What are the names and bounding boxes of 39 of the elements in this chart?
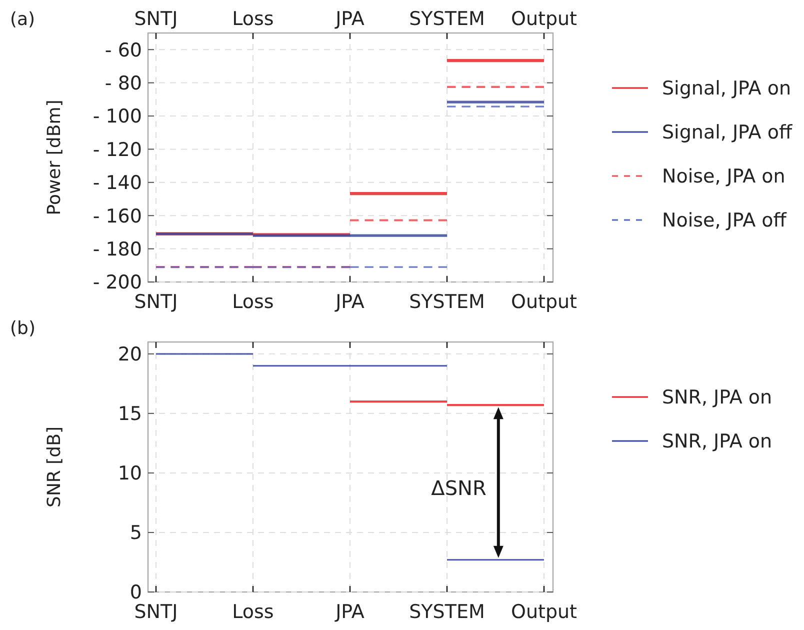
category-label: JPA bbox=[336, 291, 364, 313]
category-label: SNTJ bbox=[134, 291, 178, 313]
category-label: Loss bbox=[232, 291, 274, 313]
y-axis-title: Power [dBm] bbox=[44, 100, 65, 216]
y-tick-label: 10 bbox=[118, 462, 142, 485]
y-tick-label: - 160 bbox=[92, 205, 142, 228]
x-tick-label: Loss bbox=[232, 601, 274, 623]
legend-label: SNR, JPA on bbox=[662, 430, 772, 453]
y-tick-label: 15 bbox=[118, 403, 142, 426]
x-tick-label: SYSTEM bbox=[409, 8, 485, 30]
y-tick-label: - 180 bbox=[92, 238, 142, 260]
y-tick-label: 5 bbox=[130, 522, 142, 544]
category-label: Output bbox=[511, 291, 577, 313]
y-axis-title: SNR [dB] bbox=[44, 426, 65, 508]
y-tick-label: - 200 bbox=[92, 272, 142, 294]
legend-label: Noise, JPA on bbox=[662, 166, 786, 188]
y-tick-label: - 120 bbox=[92, 138, 142, 161]
legend-label: Noise, JPA off bbox=[662, 210, 788, 232]
y-tick-label: 0 bbox=[130, 582, 142, 604]
x-tick-label: Output bbox=[511, 8, 577, 30]
legend-label: Signal, JPA off bbox=[662, 122, 793, 144]
x-tick-label: JPA bbox=[334, 8, 364, 30]
x-tick-label: Output bbox=[511, 601, 577, 623]
y-tick-label: 20 bbox=[118, 344, 142, 366]
y-tick-label: - 60 bbox=[104, 39, 142, 62]
category-label: SYSTEM bbox=[409, 291, 485, 313]
y-tick-label: - 80 bbox=[104, 72, 142, 94]
legend-label: Signal, JPA on bbox=[662, 78, 791, 100]
chart-title: (b) bbox=[10, 318, 36, 339]
legend-label: SNR, JPA on bbox=[662, 386, 772, 409]
x-tick-label: SNTJ bbox=[134, 601, 178, 623]
x-tick-label: SYSTEM bbox=[409, 601, 485, 623]
y-tick-label: - 100 bbox=[92, 106, 142, 128]
x-tick-label: SNTJ bbox=[134, 8, 178, 30]
x-tick-label: Loss bbox=[232, 8, 274, 30]
chart-title: (a) bbox=[10, 9, 36, 30]
annotation: ΔSNR bbox=[431, 476, 487, 500]
x-tick-label: JPA bbox=[334, 601, 364, 623]
y-tick-label: - 140 bbox=[92, 172, 142, 194]
